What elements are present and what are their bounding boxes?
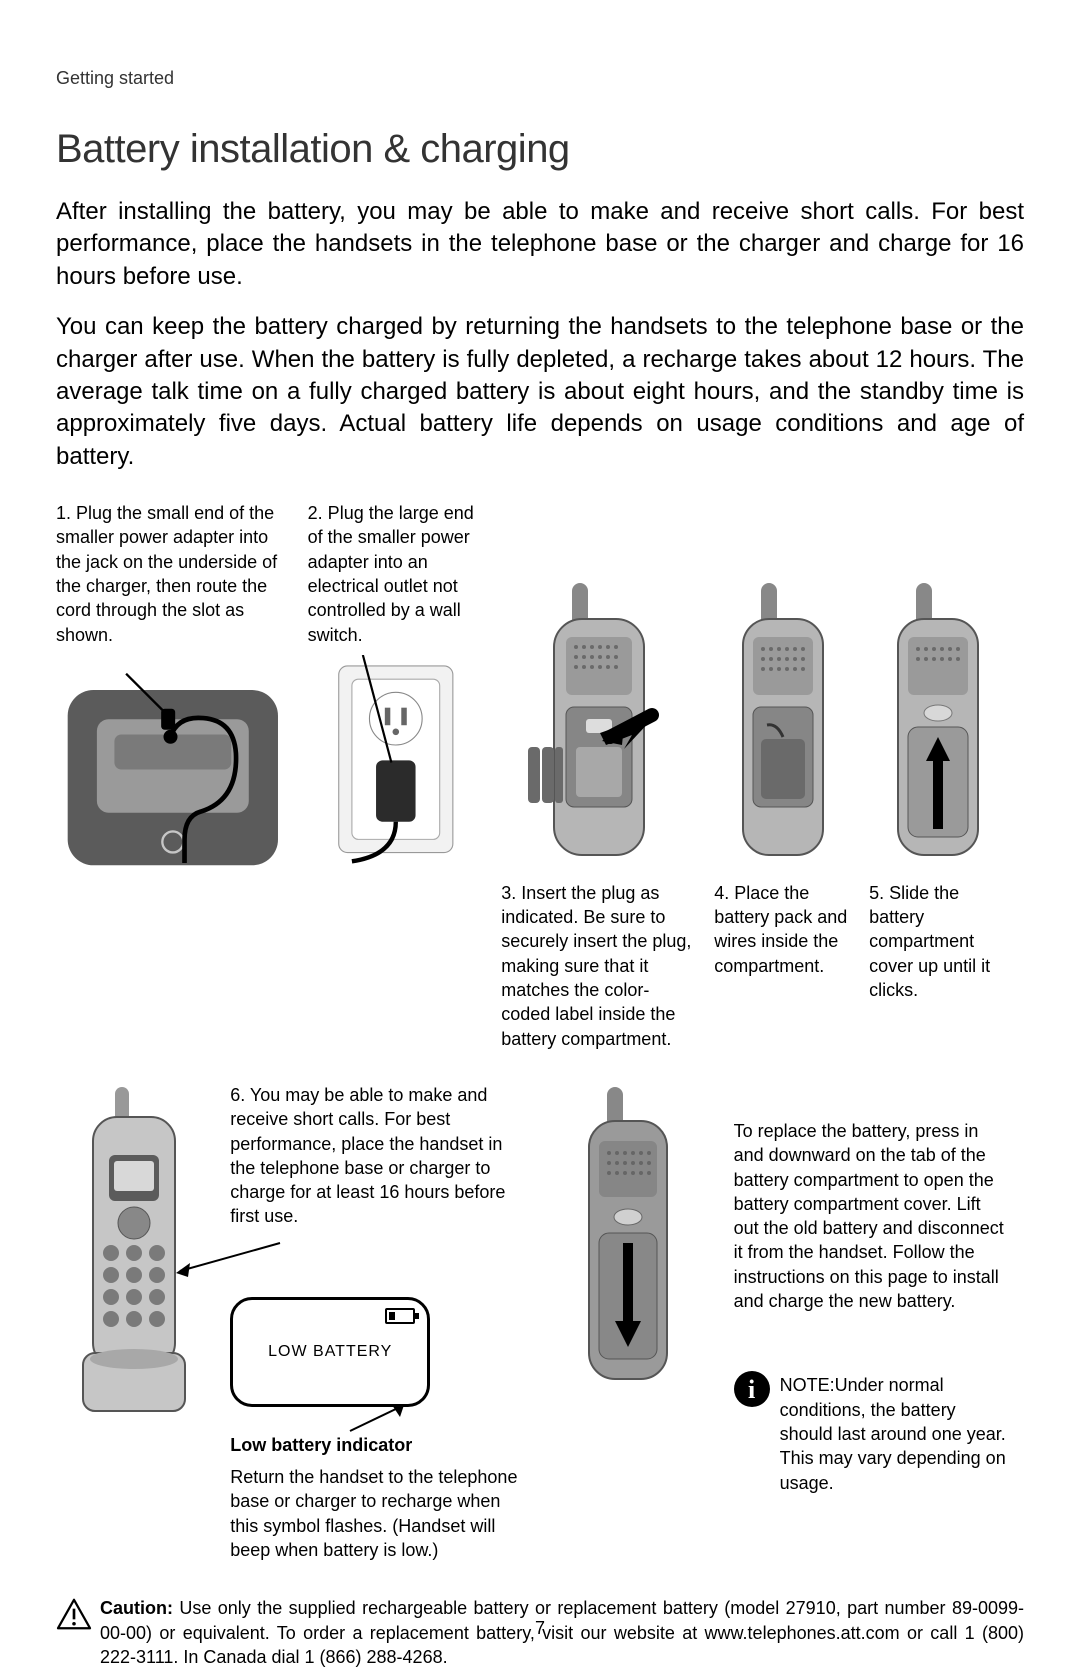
note-block: i NOTE:Under normal conditions, the batt…	[734, 1373, 1006, 1502]
step-2: 2. Plug the large end of the smaller pow…	[308, 501, 502, 877]
handset-back-open-icon	[524, 577, 674, 867]
step-5-text: 5. Slide the battery compartment cover u…	[869, 881, 1024, 1059]
step-text: 6. You may be able to make and receive s…	[230, 1083, 522, 1229]
info-icon: i	[734, 1371, 770, 1407]
step-1: 1. Plug the small end of the smaller pow…	[56, 501, 308, 877]
handset-back-closed-icon	[878, 577, 998, 867]
step-5-illustration	[869, 501, 1024, 877]
replace-battery-text: To replace the battery, press in and dow…	[734, 1083, 1024, 1570]
page-title: Battery installation & charging	[56, 127, 1024, 172]
callout-arrow-icon	[170, 1237, 290, 1277]
replace-battery-illustration	[540, 1083, 734, 1570]
step-6: 6. You may be able to make and receive s…	[230, 1083, 540, 1570]
steps-row-1-captions: 3. Insert the plug as indicated. Be sure…	[56, 881, 1024, 1059]
breadcrumb: Getting started	[56, 68, 1024, 89]
handset-back-batt-icon	[723, 577, 843, 867]
replace-battery-body: To replace the battery, press in and dow…	[734, 1119, 1006, 1313]
step-text: 4. Place the battery pack and wires insi…	[714, 881, 851, 978]
note-label: NOTE:	[780, 1375, 835, 1395]
low-battery-display: LOW BATTERY	[230, 1297, 430, 1407]
handset-in-base-illustration	[56, 1083, 230, 1570]
low-battery-heading: Low battery indicator	[230, 1433, 522, 1457]
note-text: NOTE:Under normal conditions, the batter…	[780, 1373, 1006, 1494]
step-3-illustration	[501, 501, 714, 877]
caution-label: Caution:	[100, 1598, 173, 1618]
step-4-text: 4. Place the battery pack and wires insi…	[714, 881, 869, 1059]
page-number: 7	[0, 1618, 1080, 1639]
steps-row-2: 6. You may be able to make and receive s…	[56, 1083, 1024, 1570]
low-battery-text: LOW BATTERY	[268, 1341, 392, 1363]
step-text: 2. Plug the large end of the smaller pow…	[308, 501, 484, 647]
handset-tab-press-icon	[563, 1083, 693, 1393]
step-text: 1. Plug the small end of the smaller pow…	[56, 501, 290, 647]
step-3-text: 3. Insert the plug as indicated. Be sure…	[501, 881, 714, 1059]
battery-icon	[385, 1308, 415, 1324]
charger-base-illustration	[56, 655, 290, 877]
steps-row-1: 1. Plug the small end of the smaller pow…	[56, 501, 1024, 877]
low-battery-body: Return the handset to the telephone base…	[230, 1465, 522, 1562]
step-text: 3. Insert the plug as indicated. Be sure…	[501, 881, 696, 1051]
intro-section: After installing the battery, you may be…	[56, 196, 1024, 473]
step-text: 5. Slide the battery compartment cover u…	[869, 881, 1006, 1002]
intro-paragraph: You can keep the battery charged by retu…	[56, 311, 1024, 473]
wall-outlet-illustration	[308, 655, 484, 874]
intro-paragraph: After installing the battery, you may be…	[56, 196, 1024, 293]
step-4-illustration	[714, 501, 869, 877]
callout-arrow-icon	[340, 1403, 420, 1433]
